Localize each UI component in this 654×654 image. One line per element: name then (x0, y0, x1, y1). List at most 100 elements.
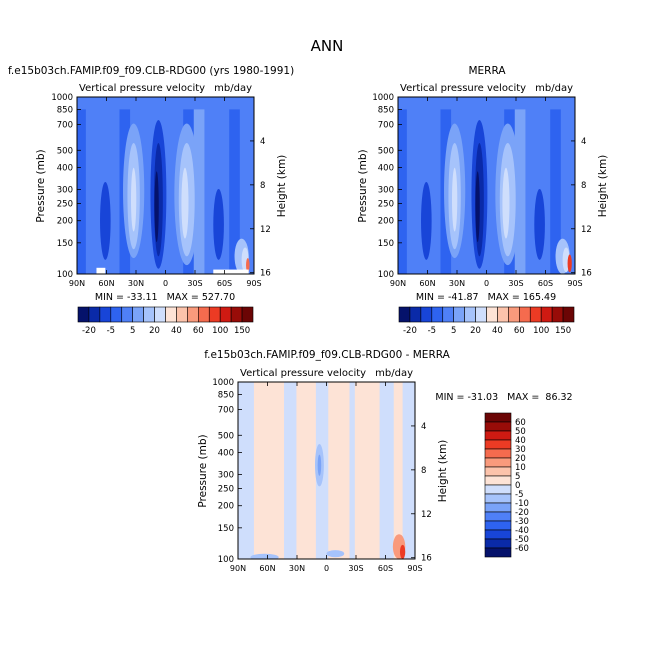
y-tick-label: 200 (378, 217, 394, 227)
obs-colorbar-label: 100 (533, 326, 549, 336)
field-feature (154, 171, 159, 243)
diff-colorbar-swatch (484, 511, 512, 522)
x-tick-label: 90N (69, 279, 85, 288)
model-colorbar-label: 150 (234, 326, 250, 336)
missing-data-mask (213, 269, 249, 274)
field-band (398, 97, 575, 110)
y-tick-label: 300 (378, 186, 394, 196)
obs-colorbar-swatch (529, 306, 542, 323)
field-feature (534, 189, 545, 260)
diff-colorbar-swatch (484, 547, 512, 558)
y-tick-label: 100 (378, 270, 394, 280)
x-tick-label: 30S (187, 279, 202, 288)
model-colorbar-swatch (77, 306, 90, 323)
height-tick-label: 12 (581, 225, 592, 235)
model-colorbar-swatch (176, 306, 188, 323)
missing-data-mask (96, 267, 106, 274)
field-band (402, 382, 415, 559)
field-band (379, 382, 394, 559)
model-colorbar-swatch (143, 306, 155, 323)
y-tick-label: 850 (378, 105, 394, 115)
y-tick-label: 300 (218, 471, 234, 481)
obs-colorbar-swatch (497, 306, 509, 323)
obs-plot (398, 97, 575, 274)
height-tick-label: 4 (581, 137, 586, 147)
diff-ylabel-right: Height (km) (437, 440, 449, 503)
diff-colorbar-label: 50 (515, 427, 526, 437)
obs-colorbar-swatch (508, 306, 520, 323)
diff-colorbar-swatch (484, 538, 512, 549)
diff-colorbar-label: -5 (515, 490, 523, 500)
x-tick-label: 0 (484, 279, 489, 288)
diff-colorbar-swatch (484, 529, 512, 540)
model-colorbar-swatch (110, 306, 123, 323)
page-title: ANN (311, 37, 344, 55)
model-colorbar-swatch (198, 306, 210, 323)
field-feature (421, 181, 432, 260)
obs-panel-title: MERRA (468, 65, 506, 77)
y-tick-label: 250 (57, 200, 73, 210)
model-colorbar-swatch (219, 306, 232, 323)
field-band (398, 97, 407, 274)
x-tick-label: 60S (217, 279, 232, 288)
y-tick-label: 400 (378, 163, 394, 173)
model-colorbar-swatch (187, 306, 199, 323)
obs-colorbar-swatch (562, 306, 575, 323)
y-tick-label: 200 (57, 217, 73, 227)
obs-colorbar-swatch (551, 306, 564, 323)
axes-layer: 90N 60N 30N 0 30S 60S 90S100150200250300400500… (51, 93, 591, 573)
y-tick-label: 500 (218, 431, 234, 441)
y-tick-label: 1000 (51, 93, 73, 103)
model-colorbar-swatch (230, 306, 243, 323)
diff-colorbar-swatch (484, 502, 512, 513)
obs-ylabel: Pressure (mb) (357, 149, 369, 222)
diff-colorbar-swatch (484, 457, 512, 468)
diff-colorbar-swatch (484, 448, 512, 459)
model-colorbar-swatch (121, 306, 133, 323)
y-tick-label: 700 (378, 120, 394, 130)
height-tick-label: 8 (581, 181, 586, 191)
y-tick-label: 200 (218, 502, 234, 512)
y-tick-label: 300 (57, 186, 73, 196)
model-colorbar-swatch (208, 306, 221, 323)
y-tick-label: 400 (57, 163, 73, 173)
diff-colorbar-swatch (484, 466, 512, 477)
y-tick-label: 500 (378, 146, 394, 156)
model-plot (77, 97, 254, 274)
field-feature (181, 167, 189, 239)
diff-colorbar-label: 5 (515, 472, 520, 482)
field-feature (100, 181, 111, 260)
y-tick-label: 150 (218, 524, 234, 534)
field-band (77, 97, 254, 110)
diff-colorbar-label: 0 (515, 481, 520, 491)
x-tick-label: 60N (259, 564, 275, 573)
diff-colorbar-label: 30 (515, 445, 526, 455)
x-tick-label: 60S (378, 564, 393, 573)
obs-subtitle: Vertical pressure velocity (400, 83, 526, 94)
obs-colorbar-swatch (409, 306, 422, 323)
diff-colorbar-label: -60 (515, 544, 529, 554)
field-band (349, 382, 355, 559)
obs-ylabel-right: Height (km) (597, 155, 609, 218)
field-feature (246, 258, 250, 273)
height-tick-label: 4 (421, 422, 426, 432)
diff-plot (238, 382, 415, 559)
y-tick-label: 1000 (212, 378, 234, 388)
field-feature (451, 167, 458, 232)
obs-colorbar-label: -5 (428, 326, 436, 336)
y-tick-label: 150 (378, 239, 394, 249)
diff-colorbar-label: 40 (515, 436, 526, 446)
model-panel-title: f.e15b03ch.FAMIP.f09_f09.CLB-RDG00 (yrs … (8, 65, 294, 77)
field-feature (399, 544, 406, 559)
y-tick-label: 850 (218, 390, 234, 400)
obs-colorbar-swatch (420, 306, 433, 323)
model-subtitle: Vertical pressure velocity (79, 83, 205, 94)
x-tick-label: 90S (567, 279, 582, 288)
obs-colorbar-swatch (519, 306, 531, 323)
field-band (229, 97, 240, 274)
field-band (193, 97, 205, 274)
height-tick-label: 4 (260, 137, 265, 147)
diff-colorbar-swatch (484, 412, 512, 423)
x-tick-label: 30S (508, 279, 523, 288)
x-tick-label: 0 (324, 564, 329, 573)
